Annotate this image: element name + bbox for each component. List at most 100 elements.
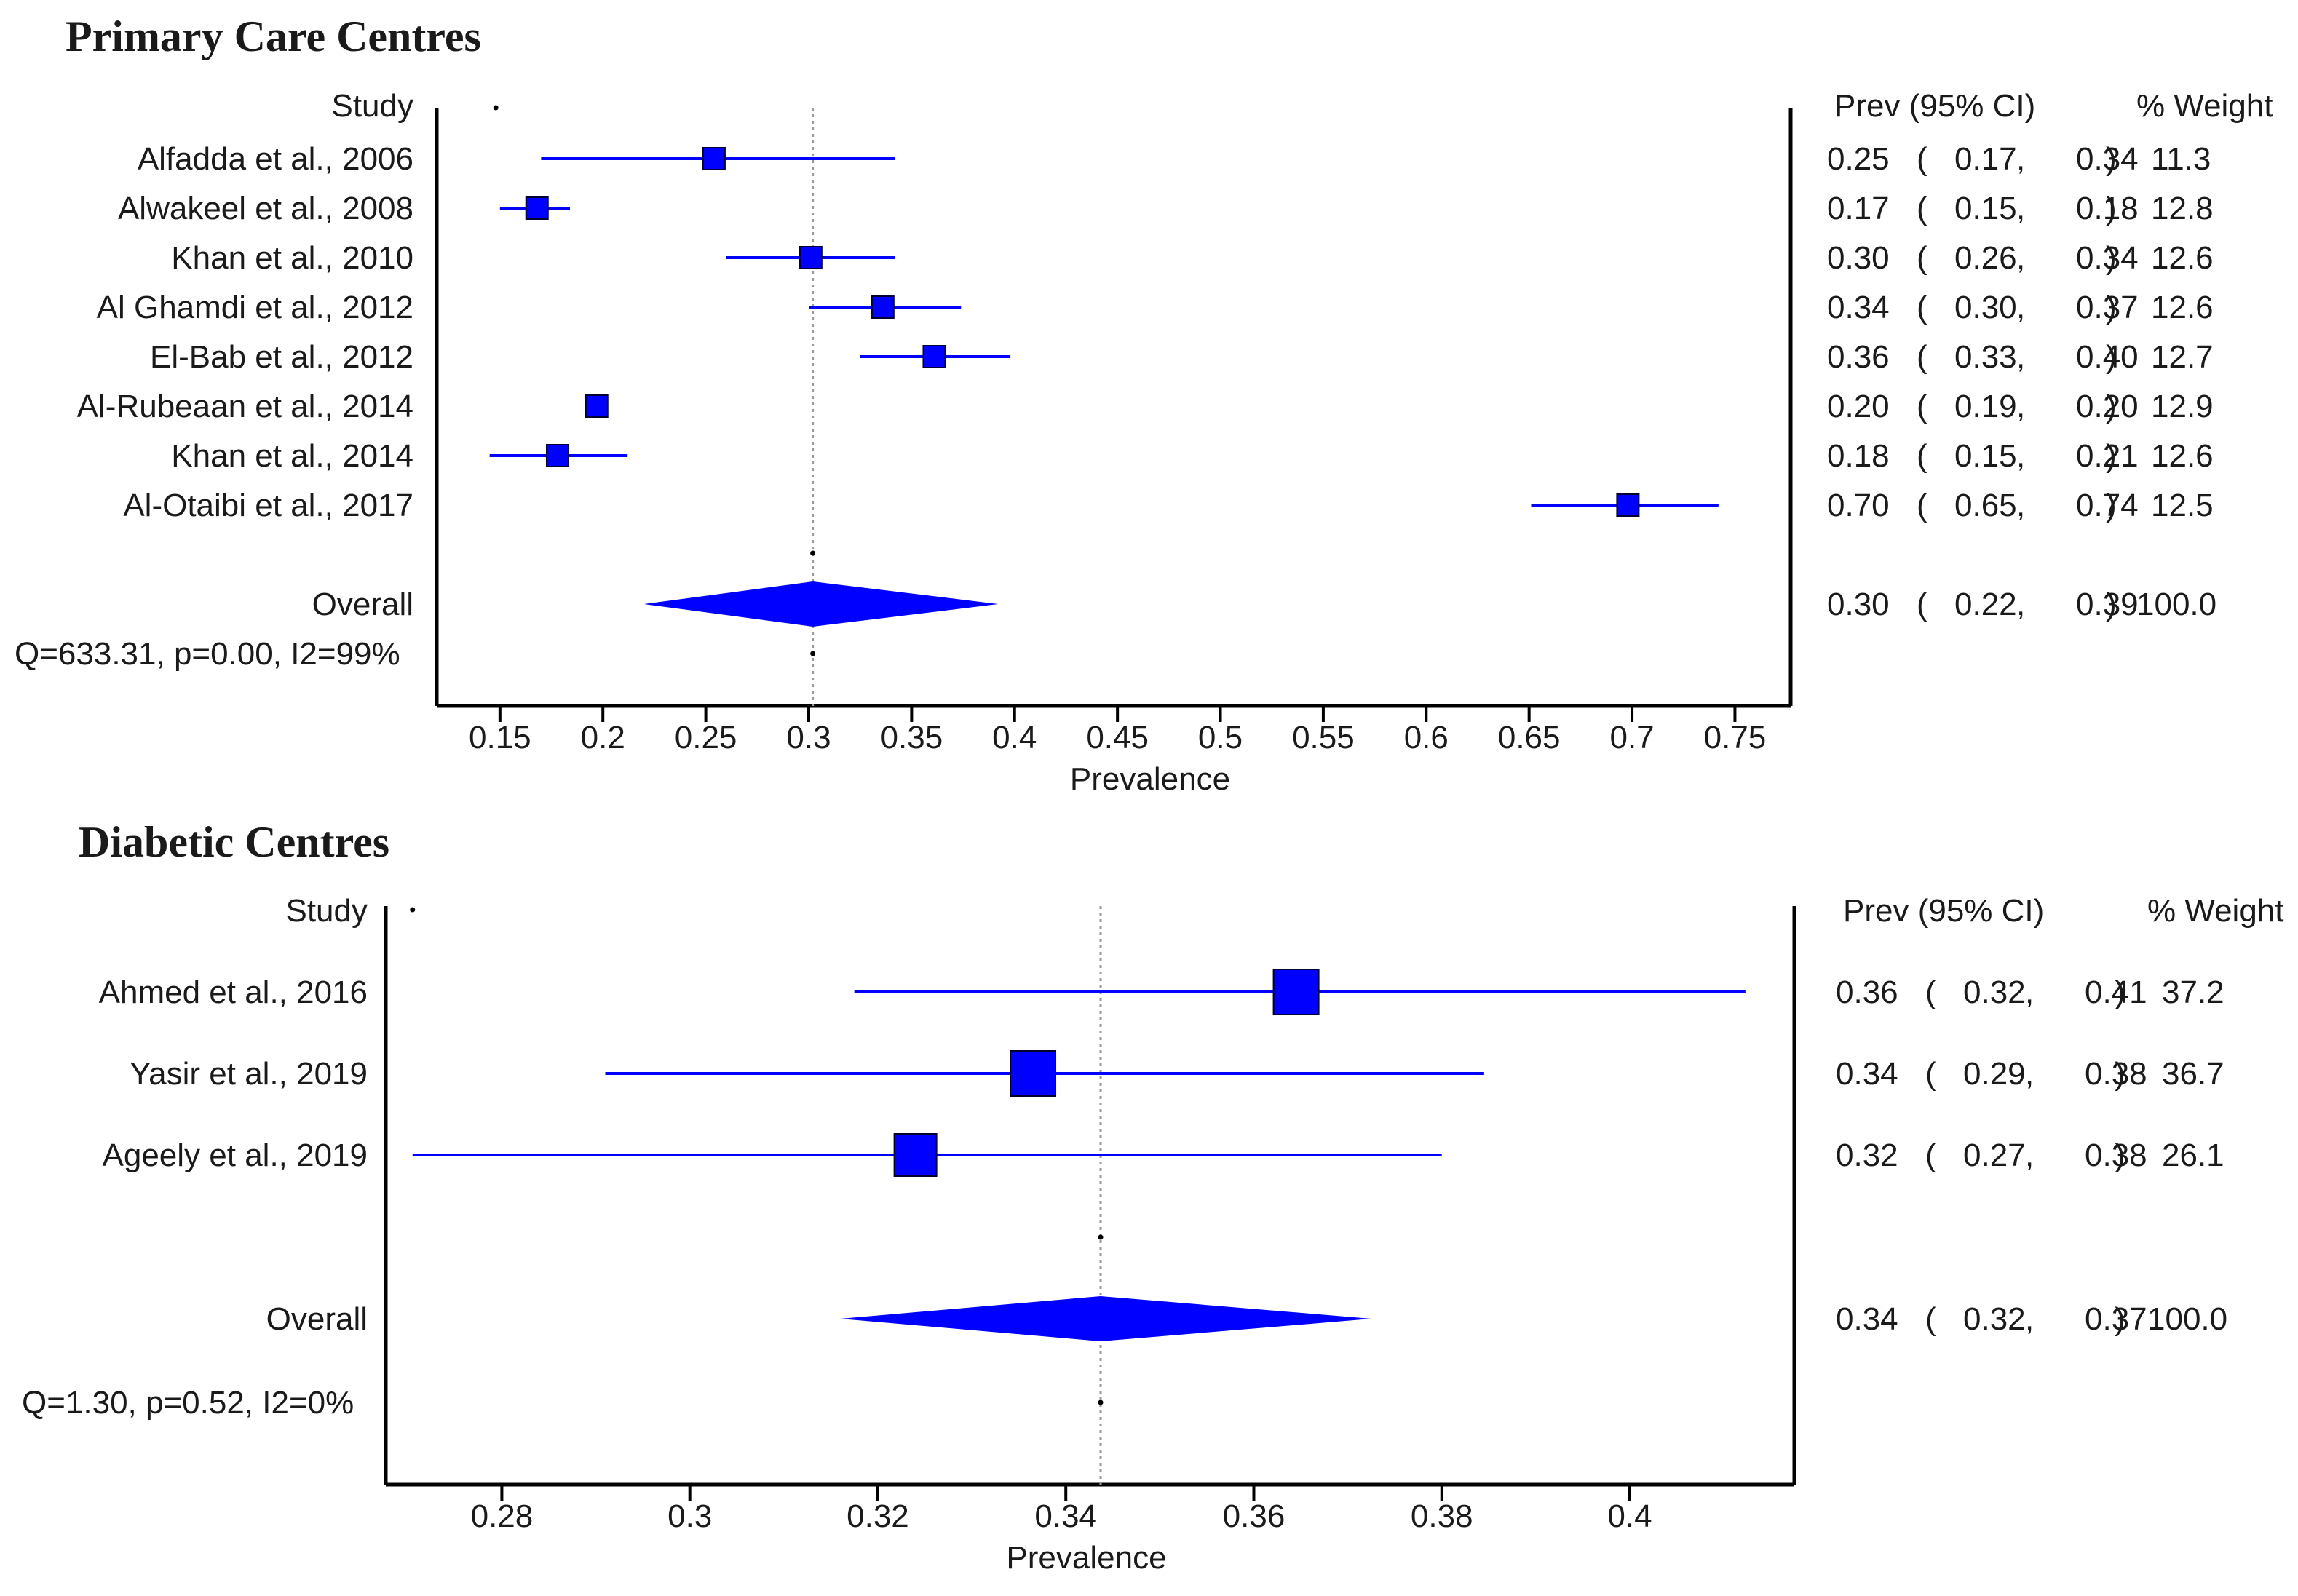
comma: , (2016, 240, 2025, 276)
ci-lower-value: 0.30 (1954, 290, 2017, 325)
prev-value: 0.25 (1827, 141, 1890, 177)
paren-close: ) (2106, 191, 2117, 226)
x-tick-label: 0.5 (1198, 720, 1243, 755)
paren-close: ) (2106, 488, 2117, 523)
ci-upper-value: 0.37 (2076, 290, 2139, 325)
header-dot (410, 907, 416, 913)
x-tick-label: 0.7 (1609, 720, 1654, 755)
x-tick-label: 0.4 (992, 720, 1037, 755)
weight-header: % Weight (2147, 893, 2284, 929)
prev-ci-header: Prev (95% CI) (1834, 88, 2035, 124)
weight-value: 37.2 (2162, 974, 2224, 1010)
paren-close: ) (2115, 974, 2125, 1010)
point-estimate-square (1010, 1050, 1057, 1097)
ci-upper-value: 0.74 (2076, 488, 2139, 523)
ci-lower-value: 0.27 (1963, 1138, 2026, 1173)
weight-header: % Weight (2136, 88, 2273, 124)
weight-value: 12.6 (2151, 290, 2214, 325)
paren-open: ( (1917, 587, 1927, 622)
weight-value: 12.5 (2151, 488, 2214, 523)
x-axis-label: Prevalence (1070, 761, 1230, 797)
study-label: Al Ghamdi et al., 2012 (97, 290, 413, 325)
comma: , (2025, 1138, 2034, 1173)
point-estimate-square (922, 345, 946, 368)
paren-open: ( (1917, 240, 1927, 276)
point-estimate-square (702, 147, 726, 170)
ci-lower-value: 0.29 (1963, 1056, 2026, 1092)
paren-open: ( (1925, 1056, 1936, 1092)
comma: , (2016, 339, 2025, 375)
paren-open: ( (1925, 1138, 1936, 1173)
weight-value: 12.6 (2151, 438, 2214, 474)
weight-value: 26.1 (2162, 1138, 2224, 1173)
ci-upper-value: 0.34 (2076, 141, 2139, 177)
heterogeneity-dot (1098, 1400, 1104, 1405)
overall-prev-value: 0.34 (1836, 1301, 1898, 1337)
ci-upper-value: 0.18 (2076, 191, 2139, 226)
study-header: Study (285, 893, 368, 929)
prev-value: 0.30 (1827, 240, 1890, 276)
paren-close: ) (2106, 290, 2117, 325)
x-tick-label: 0.55 (1292, 720, 1355, 755)
paren-close: ) (2106, 587, 2117, 622)
weight-value: 12.7 (2151, 339, 2214, 375)
paren-open: ( (1925, 974, 1936, 1010)
point-estimate-square (1616, 493, 1640, 517)
comma: , (2025, 974, 2034, 1010)
point-estimate-square (893, 1133, 938, 1177)
point-estimate-square (585, 394, 609, 418)
overall-ci-lower: 0.32 (1963, 1301, 2026, 1337)
overall-label: Overall (266, 1301, 368, 1337)
x-tick-label: 0.38 (1411, 1498, 1473, 1534)
ci-lower-value: 0.15 (1954, 191, 2017, 226)
paren-close: ) (2106, 141, 2117, 177)
x-tick-label: 0.65 (1498, 720, 1561, 755)
overall-ci-upper: 0.39 (2076, 587, 2139, 622)
x-tick-label: 0.3 (667, 1498, 712, 1534)
weight-value: 12.6 (2151, 240, 2214, 276)
paren-open: ( (1925, 1301, 1936, 1337)
panel-title: Primary Care Centres (66, 12, 481, 60)
x-tick-label: 0.15 (469, 720, 531, 755)
weight-value: 11.3 (2151, 141, 2211, 177)
prev-value: 0.18 (1827, 438, 1890, 474)
study-label: Yasir et al., 2019 (130, 1056, 368, 1092)
point-estimate-square (799, 246, 823, 269)
prev-ci-header: Prev (95% CI) (1843, 893, 2044, 929)
point-estimate-square (871, 295, 895, 319)
forest-panel-1: Primary Care Centres 0.15 0.2 0.25 0.3 0.35 0.… (15, 12, 2273, 797)
ci-upper-value: 0.34 (2076, 240, 2139, 276)
comma: , (2016, 587, 2025, 622)
study-label: Alfadda et al., 2006 (138, 141, 413, 177)
study-label: Khan et al., 2014 (171, 438, 413, 474)
heterogeneity-stats: Q=1.30, p=0.52, I2=0% (22, 1385, 354, 1421)
ci-upper-value: 0.40 (2076, 339, 2139, 375)
paren-close: ) (2115, 1301, 2125, 1337)
prev-value: 0.36 (1827, 339, 1890, 375)
comma: , (2016, 389, 2025, 424)
comma: , (2016, 290, 2025, 325)
prev-value: 0.17 (1827, 191, 1890, 226)
heterogeneity-dot (810, 651, 816, 656)
overall-dot (1098, 1234, 1104, 1240)
x-tick-label: 0.2 (581, 720, 625, 755)
ci-lower-value: 0.32 (1963, 974, 2026, 1010)
x-tick-label: 0.34 (1034, 1498, 1097, 1534)
ci-lower-value: 0.17 (1954, 141, 2017, 177)
study-label: Ahmed et al., 2016 (99, 974, 368, 1010)
comma: , (2016, 438, 2025, 474)
overall-prev-value: 0.30 (1827, 587, 1890, 622)
paren-close: ) (2106, 438, 2117, 474)
x-tick-label: 0.75 (1704, 720, 1767, 755)
prev-value: 0.34 (1827, 290, 1890, 325)
x-tick-label: 0.4 (1607, 1498, 1652, 1534)
ci-upper-value: 0.41 (2085, 974, 2147, 1010)
prev-value: 0.36 (1836, 974, 1898, 1010)
weight-value: 12.8 (2151, 191, 2214, 226)
prev-value: 0.34 (1836, 1056, 1898, 1092)
study-label: Ageely et al., 2019 (103, 1138, 368, 1173)
header-dot (493, 105, 499, 111)
paren-close: ) (2115, 1138, 2125, 1173)
x-tick-label: 0.36 (1223, 1498, 1285, 1534)
x-tick-label: 0.6 (1404, 720, 1449, 755)
